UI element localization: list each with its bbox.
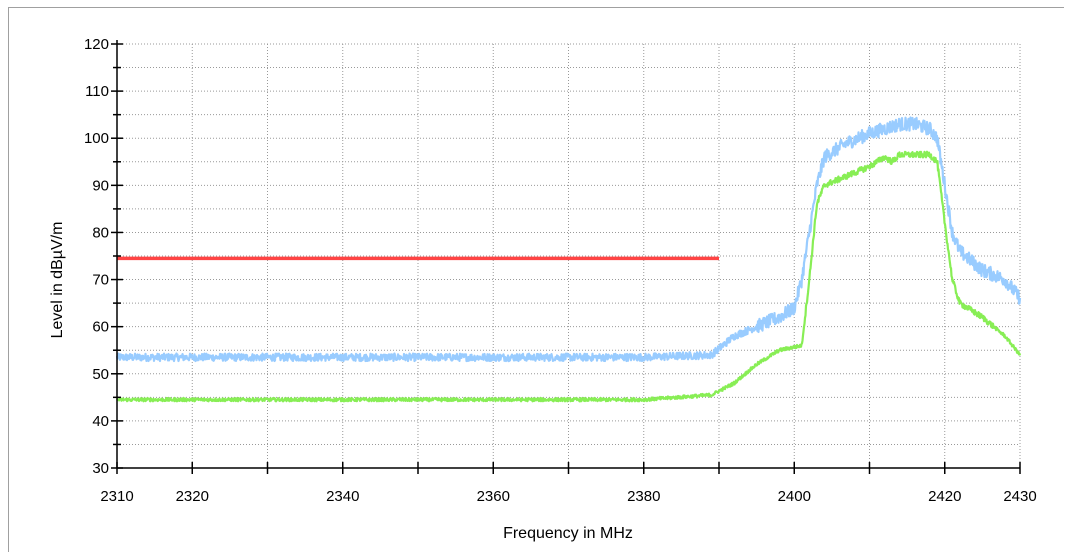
axes bbox=[111, 40, 1021, 474]
x-axis-title: Frequency in MHz bbox=[503, 525, 633, 542]
y-tick-label: 80 bbox=[92, 224, 109, 241]
x-tick-label: 2420 bbox=[928, 488, 961, 505]
x-tick-label: 2400 bbox=[778, 488, 811, 505]
chart-frame bbox=[8, 7, 1064, 552]
series-group bbox=[115, 116, 1022, 403]
x-tick-label: 2380 bbox=[627, 488, 660, 505]
y-tick-label: 40 bbox=[92, 413, 109, 430]
y-tick-label: 50 bbox=[92, 366, 109, 383]
tick-labels: 30 40 50 60 70 80 90 100 110 120 2310 2320 2340 2360 2… bbox=[84, 36, 1037, 505]
y-tick-label: 120 bbox=[84, 36, 109, 53]
y-tick-label: 100 bbox=[84, 130, 109, 147]
x-tick-label: 2310 bbox=[100, 488, 133, 505]
x-tick-label: 2430 bbox=[1003, 488, 1036, 505]
x-tick-label: 2360 bbox=[477, 488, 510, 505]
y-tick-label: 70 bbox=[92, 272, 109, 289]
y-tick-label: 30 bbox=[92, 460, 109, 477]
series-line-0 bbox=[115, 116, 1022, 363]
y-axis-title: Level in dBµV/m bbox=[49, 222, 66, 339]
y-tick-label: 110 bbox=[85, 83, 109, 100]
x-tick-label: 2320 bbox=[176, 488, 209, 505]
series-line-1 bbox=[116, 150, 1022, 403]
y-tick-label: 60 bbox=[92, 319, 109, 336]
grid bbox=[116, 43, 1021, 469]
x-tick-label: 2340 bbox=[326, 488, 359, 505]
y-tick-label: 90 bbox=[92, 177, 109, 194]
